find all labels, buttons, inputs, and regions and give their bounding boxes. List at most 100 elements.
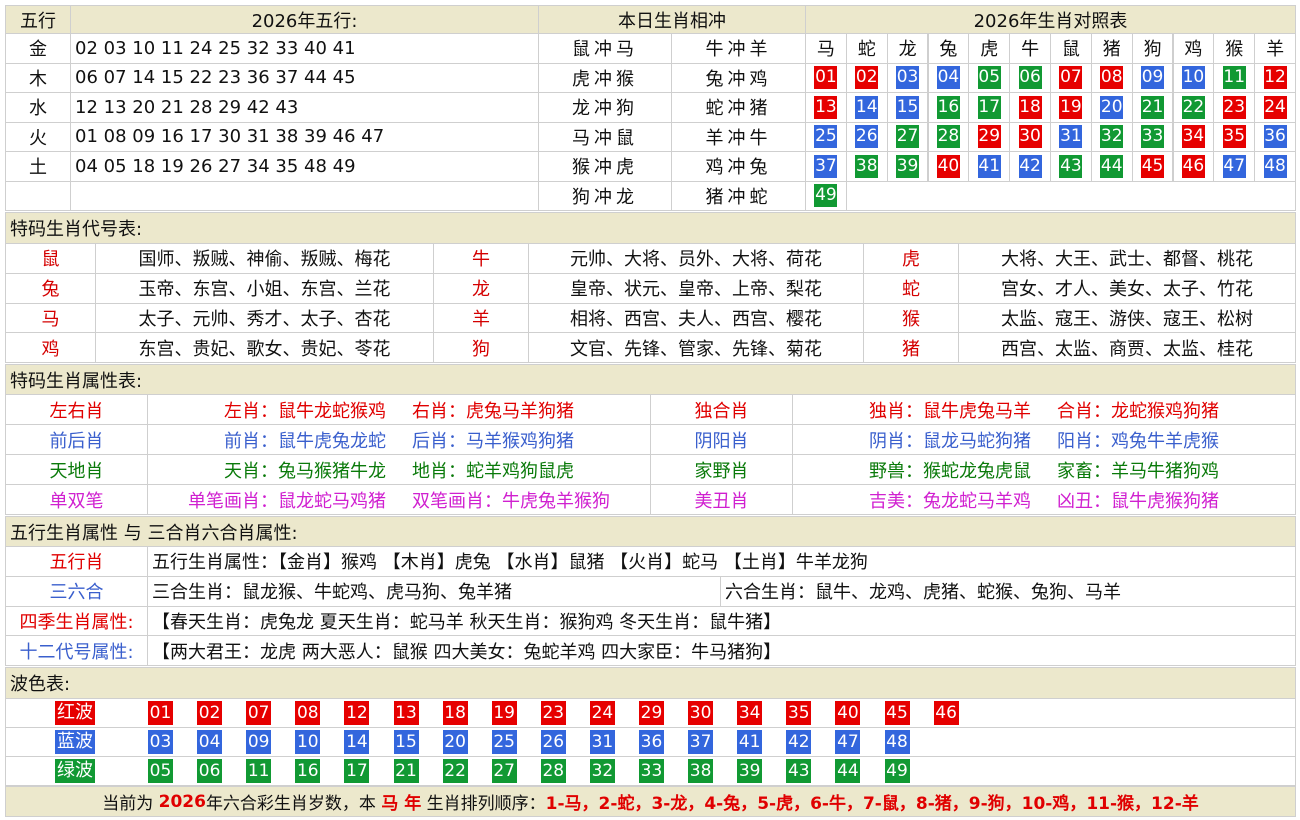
elem-label: 四季生肖属性: [5, 605, 148, 637]
zodiac-header: 龙 [886, 33, 929, 64]
conflict-cell: 羊冲牛 [671, 121, 806, 152]
number-box: 08 [1100, 66, 1124, 90]
number-box: 38 [855, 154, 879, 178]
wave-number: 37 [688, 730, 714, 754]
wave-number: 31 [589, 730, 615, 754]
number-box: 13 [814, 95, 838, 119]
number-cell: 05 [968, 62, 1011, 93]
conflict-cell: 龙冲狗 [538, 92, 672, 123]
number-box: 18 [1018, 95, 1042, 119]
zodiac-cell: 虎 [863, 243, 959, 274]
number-cell: 48 [1254, 151, 1296, 182]
number-box: 49 [814, 184, 838, 208]
names-cell: 宫女、才人、美女、太子、竹花 [958, 272, 1296, 304]
header-cell: 本日生肖相冲 [538, 5, 806, 34]
number-box: 22 [1181, 95, 1205, 119]
number-cell: 16 [927, 92, 970, 123]
zodiac-cell: 鼠 [5, 243, 96, 274]
names-cell: 大将、大王、武士、都督、桃花 [958, 243, 1296, 274]
wave-label: 红波 [55, 701, 95, 725]
attr-item: 后肖：马羊猴鸡狗猪 [412, 430, 574, 452]
number-cell: 37 [805, 151, 847, 182]
wave-number: 49 [884, 759, 910, 783]
number-cell: 06 [1009, 62, 1051, 93]
number-cell: 27 [886, 121, 929, 152]
number-box: 47 [1222, 154, 1246, 178]
names-cell: 西宫、太监、商贾、太监、桂花 [958, 332, 1296, 363]
number-box: 03 [896, 66, 920, 90]
attr-item: 合肖：龙蛇猴鸡狗猪 [1057, 400, 1219, 422]
wave-number: 47 [835, 730, 861, 754]
attr-label: 阴阳肖 [650, 424, 793, 455]
element-cell: 水 [5, 92, 71, 123]
names-cell: 相将、西宫、夫人、西宫、樱花 [528, 302, 864, 334]
wave-number: 16 [295, 759, 321, 783]
header-cell: 2026年生肖对照表 [805, 5, 1296, 34]
wave-number: 29 [639, 701, 664, 725]
wave-number: 48 [884, 730, 910, 754]
attr-label: 天地肖 [5, 454, 148, 485]
attr-content: 独肖：鼠牛虎兔马羊 合肖：龙蛇猴鸡狗猪 [792, 394, 1296, 425]
attr-item: 双笔画肖：牛虎兔羊猴狗 [412, 490, 610, 512]
number-box: 15 [896, 95, 920, 119]
number-cell: 14 [845, 92, 888, 123]
number-cell: 02 [845, 62, 888, 93]
number-cell: 10 [1172, 62, 1215, 93]
wave-number: 11 [246, 759, 272, 783]
number-box: 06 [1018, 66, 1042, 90]
number-cell: 03 [886, 62, 929, 93]
number-cell: 32 [1090, 121, 1133, 152]
elem-content: 【春天生肖：虎兔龙 夏天生肖：蛇马羊 秋天生肖：猴狗鸡 冬天生肖：鼠牛猪】 [147, 605, 1296, 637]
attr-label: 美丑肖 [650, 484, 793, 515]
wave-number: 14 [344, 730, 370, 754]
number-cell: 04 [927, 62, 970, 93]
number-cell: 01 [805, 62, 847, 93]
zodiac-header: 蛇 [845, 33, 888, 64]
number-cell: 46 [1172, 151, 1215, 182]
section-title: 特码生肖代号表: [5, 212, 1296, 244]
wave-number: 33 [639, 759, 664, 783]
names-cell: 太子、元帅、秀才、太子、杏花 [95, 302, 434, 334]
wave-number: 34 [737, 701, 763, 725]
zodiac-header: 猴 [1213, 33, 1256, 64]
number-cell: 08 [1090, 62, 1133, 93]
conflict-cell: 猪冲蛇 [671, 180, 806, 211]
attr-label: 家野肖 [650, 454, 793, 485]
number-box: 07 [1059, 66, 1083, 90]
wave-number: 40 [835, 701, 861, 725]
number-box: 29 [977, 125, 1001, 149]
attr-label: 前后肖 [5, 424, 148, 455]
number-box: 33 [1141, 125, 1165, 149]
wave-number: 10 [295, 730, 321, 754]
zodiac-cell: 兔 [5, 272, 96, 304]
wave-number: 07 [246, 701, 272, 725]
number-box: 17 [977, 95, 1001, 119]
section-title: 波色表: [5, 667, 1296, 699]
wave-number: 20 [442, 730, 468, 754]
wave-number: 43 [786, 759, 812, 783]
zodiac-header: 牛 [1009, 33, 1051, 64]
conflict-cell: 鼠冲马 [538, 33, 672, 64]
number-cell: 31 [1050, 121, 1092, 152]
number-box: 19 [1059, 95, 1083, 119]
element-cell: 木 [5, 62, 71, 93]
attr-content: 阴肖：鼠龙马蛇狗猪 阳肖：鸡兔牛羊虎猴 [792, 424, 1296, 455]
attr-item: 右肖：虎兔马羊狗猪 [412, 400, 574, 422]
zodiac-cell: 鸡 [5, 332, 96, 363]
footer-text: 1-马，2-蛇，3-龙，4-兔，5-虎，6-牛，7-鼠，8-猪，9-狗，10-鸡… [545, 794, 1199, 814]
wave-label: 绿波 [55, 759, 95, 783]
attr-item: 前肖：鼠牛虎兔龙蛇 [224, 430, 386, 452]
number-cell: 47 [1213, 151, 1256, 182]
attr-item: 独肖：鼠牛虎兔马羊 [869, 400, 1031, 422]
number-box: 31 [1059, 125, 1083, 149]
attr-content: 野兽：猴蛇龙兔虎鼠 家畜：羊马牛猪狗鸡 [792, 454, 1296, 485]
number-cell: 18 [1009, 92, 1051, 123]
elem-content: 五行生肖属性：【金肖】猴鸡 【木肖】虎兔 【水肖】鼠猪 【火肖】蛇马 【土肖】牛… [147, 546, 1296, 577]
conflict-cell: 猴冲虎 [538, 151, 672, 182]
number-cell: 41 [968, 151, 1011, 182]
footer: 当前为 2026 年六合彩生肖岁数，本 马 年 生肖排列顺序： 1-马，2-蛇，3-… [5, 786, 1296, 817]
wave-number: 17 [344, 759, 370, 783]
zodiac-cell: 猴 [863, 302, 959, 334]
wave-number: 41 [737, 730, 763, 754]
section-title: 特码生肖属性表: [5, 364, 1296, 395]
